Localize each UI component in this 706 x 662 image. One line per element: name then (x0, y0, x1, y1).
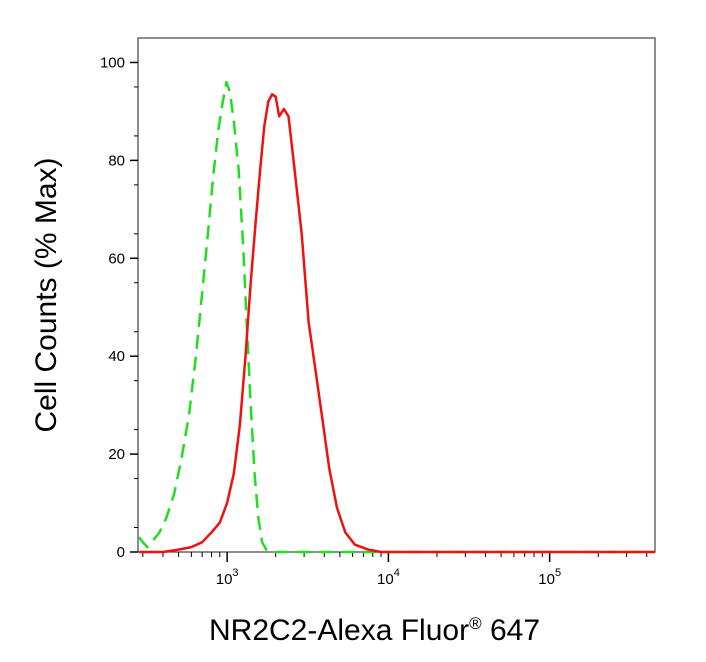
x-tick-exponent: 5 (555, 567, 561, 579)
x-tick-label: 104 (377, 567, 400, 588)
series-layer (138, 80, 655, 554)
x-axis-title-registered-mark: ® (469, 614, 482, 633)
y-axis-title: Cell Counts (% Max) (30, 157, 63, 432)
x-tick-base: 10 (216, 571, 233, 588)
x-axis-title-main: NR2C2-Alexa Fluor (209, 614, 469, 647)
sample-curve (139, 93, 655, 554)
x-tick-exponent: 4 (394, 567, 400, 579)
y-tick-label: 60 (108, 250, 125, 267)
y-axis: 0 20 40 60 80 100 (100, 54, 138, 561)
x-tick-base: 10 (377, 571, 394, 588)
x-tick-label: 103 (216, 567, 239, 588)
x-axis-title-suffix: 647 (482, 614, 540, 647)
y-tick-label: 20 (108, 446, 125, 463)
x-tick-exponent: 3 (232, 567, 238, 579)
x-axis: 103 104 105 (142, 552, 648, 588)
y-tick-label: 80 (108, 152, 125, 169)
x-axis-title: NR2C2-Alexa Fluor® 647 (209, 614, 540, 647)
plot-frame (137, 37, 656, 553)
x-tick-label: 105 (538, 567, 561, 588)
y-tick-label: 100 (100, 54, 125, 71)
y-tick-label: 0 (117, 544, 125, 561)
isotype-control-curve (138, 80, 655, 554)
y-tick-label: 40 (108, 348, 125, 365)
x-tick-base: 10 (538, 571, 555, 588)
